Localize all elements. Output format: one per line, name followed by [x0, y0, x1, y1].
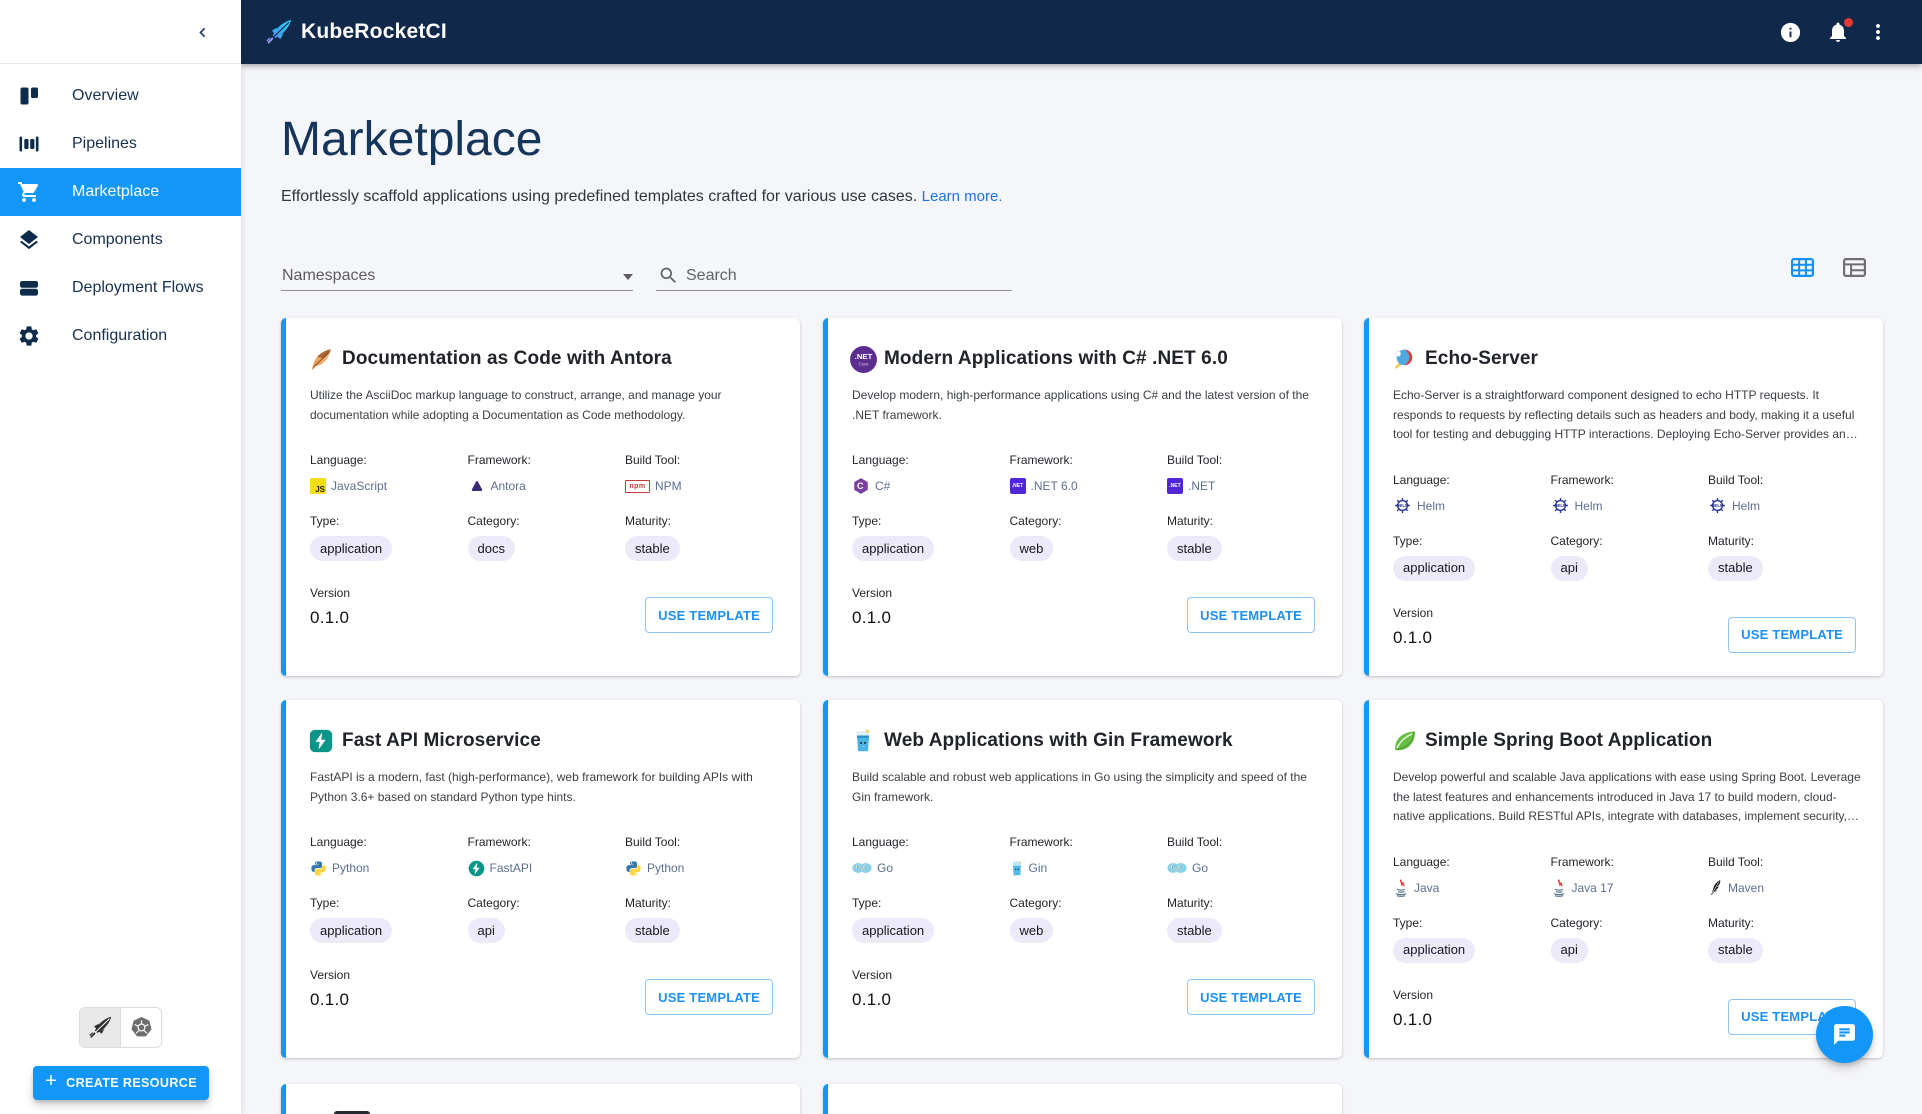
svg-text:Core: Core [858, 361, 869, 366]
svg-text:HELM: HELM [1711, 503, 1724, 508]
svg-text:HELM: HELM [1554, 503, 1567, 508]
svg-text:C: C [857, 481, 864, 491]
svg-text:HELM: HELM [1396, 503, 1409, 508]
svg-text:.NET: .NET [854, 351, 872, 360]
